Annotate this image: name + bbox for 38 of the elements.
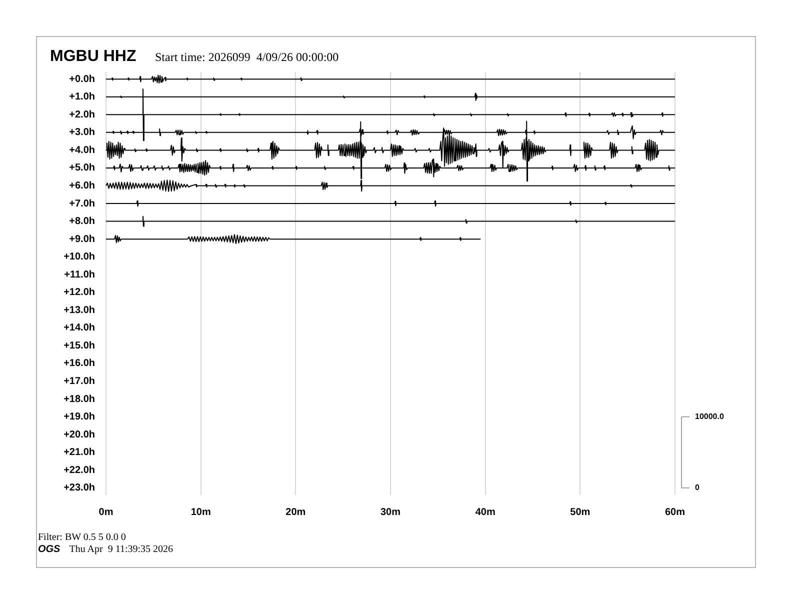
y-tick-label: +21.0h: [64, 447, 95, 458]
y-tick-label: +5.0h: [69, 162, 95, 174]
y-tick-label: +0.0h: [69, 74, 95, 85]
y-tick-label: +4.0h: [69, 144, 95, 156]
y-tick-label: +23.0h: [64, 482, 95, 494]
y-tick-label: +3.0h: [69, 127, 95, 138]
y-tick-label: +13.0h: [64, 304, 95, 316]
y-tick-label: +17.0h: [64, 376, 95, 387]
y2-tick-label: 0: [695, 483, 700, 492]
x-tick-label: 10m: [190, 506, 211, 518]
y-tick-label: +18.0h: [64, 394, 95, 405]
y-tick-label: +7.0h: [69, 198, 95, 210]
chart-title: MGBU HHZ: [50, 48, 136, 66]
y-tick-label: +14.0h: [64, 322, 95, 334]
x-tick-label: 0m: [98, 506, 114, 518]
y-tick-label: +16.0h: [64, 358, 95, 370]
x-tick-label: 30m: [380, 506, 401, 518]
text: OGS: [38, 544, 60, 555]
y-tick-label: +6.0h: [69, 180, 95, 192]
x-tick-label: 40m: [475, 506, 496, 518]
x-tick-label: 50m: [570, 506, 590, 518]
y-tick-label: +19.0h: [64, 412, 95, 423]
y-tick-label: +22.0h: [64, 464, 95, 476]
y2-tick-label: 10000.0: [695, 412, 724, 421]
y-tick-label: +15.0h: [64, 340, 95, 352]
chart-subtitle: Start time: 2026099 4/09/26 00:00:00: [155, 50, 339, 65]
text: Thu Apr 9 11:39:35 2026: [69, 544, 174, 555]
y-tick-label: +1.0h: [69, 92, 95, 103]
y-tick-label: +11.0h: [64, 269, 95, 280]
y-tick-label: +10.0h: [64, 252, 95, 263]
y-tick-label: +2.0h: [69, 109, 95, 120]
y-tick-label: +9.0h: [69, 234, 95, 245]
y-tick-label: +8.0h: [69, 216, 95, 228]
y-tick-label: +20.0h: [64, 429, 95, 440]
y-tick-label: +12.0h: [64, 287, 95, 298]
x-tick-label: 20m: [286, 506, 306, 518]
text: Filter: BW 0.5 5 0.0 0: [38, 532, 127, 544]
x-tick-label: 60m: [664, 506, 686, 518]
